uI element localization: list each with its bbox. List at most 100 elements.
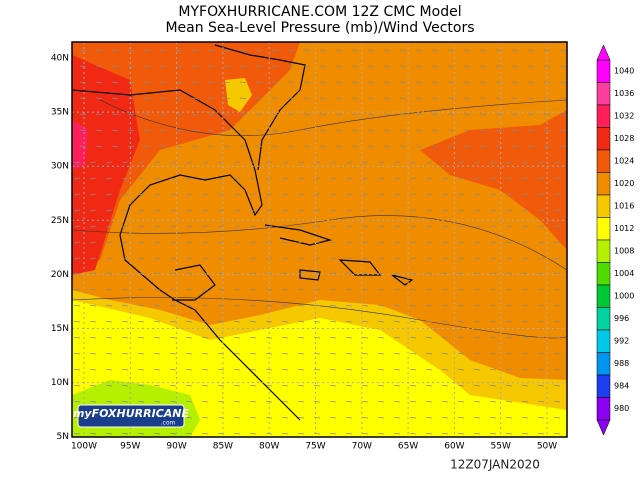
wind-vector	[431, 49, 438, 51]
wind-vector	[554, 272, 561, 275]
wind-vector	[90, 272, 97, 275]
wind-vector	[399, 97, 406, 99]
colorbar-segment	[596, 329, 611, 353]
wind-vector	[234, 193, 241, 196]
wind-vector	[202, 432, 209, 435]
wind-vector	[378, 352, 385, 355]
wind-vector	[346, 432, 353, 435]
wind-vector	[255, 129, 262, 131]
colorbar-label: 1028	[614, 134, 634, 143]
wind-vector	[415, 97, 422, 99]
wind-vector	[378, 193, 385, 196]
wind-vector	[474, 257, 481, 260]
wind-vector	[79, 129, 86, 131]
wind-vector	[138, 368, 145, 371]
wind-vector	[154, 400, 161, 403]
wind-vector	[474, 336, 481, 339]
wind-vector	[474, 209, 481, 212]
wind-vector	[330, 384, 337, 387]
wind-vector	[378, 400, 385, 403]
wind-vector	[346, 288, 353, 291]
wind-vector	[383, 81, 390, 83]
wind-vector	[266, 320, 273, 323]
lon-label: 90W	[166, 442, 186, 452]
wind-vector	[458, 161, 465, 164]
wind-vector	[266, 209, 273, 212]
wind-vector	[474, 368, 481, 371]
wind-vector	[143, 97, 150, 99]
wind-vector	[122, 177, 129, 180]
wind-vector	[490, 177, 497, 180]
colorbar-label: 1012	[614, 224, 634, 233]
wind-vector	[554, 400, 561, 403]
wind-vector	[106, 177, 113, 180]
wind-vector	[474, 161, 481, 164]
wind-vector	[122, 384, 129, 387]
wind-vector	[511, 97, 518, 99]
wind-vector	[554, 416, 561, 419]
wind-vector	[239, 49, 246, 51]
wind-vector	[335, 49, 342, 51]
wind-vector	[330, 352, 337, 355]
wind-vector	[170, 384, 177, 387]
wind-vector	[442, 336, 449, 339]
wind-vector	[106, 336, 113, 339]
wind-vector	[223, 129, 230, 131]
wind-vector	[122, 352, 129, 355]
wind-vector	[474, 288, 481, 291]
wind-vector	[154, 336, 161, 339]
wind-vector	[442, 161, 449, 164]
wind-vector	[186, 368, 193, 371]
wind-vector	[202, 272, 209, 275]
wind-vector	[298, 416, 305, 419]
wind-vector	[330, 400, 337, 403]
wind-vector	[490, 320, 497, 323]
wind-vector	[362, 272, 369, 275]
wind-vector	[458, 241, 465, 244]
wind-vector	[287, 97, 294, 99]
wind-vector	[223, 113, 230, 115]
wind-vector	[330, 368, 337, 371]
wind-vector	[138, 241, 145, 244]
wind-vector	[362, 161, 369, 164]
colorbar-segment	[596, 262, 611, 286]
wind-vector	[426, 320, 433, 323]
wind-vector	[554, 336, 561, 339]
wind-vector	[202, 177, 209, 180]
wind-vector	[479, 129, 486, 131]
wind-vector	[170, 320, 177, 323]
wind-vector	[298, 352, 305, 355]
wind-vector	[399, 145, 406, 147]
wind-vector	[314, 400, 321, 403]
wind-vector	[191, 145, 198, 147]
wind-vector	[447, 129, 454, 131]
wind-vector	[527, 145, 534, 147]
wind-vector	[319, 97, 326, 99]
wind-vector	[458, 209, 465, 212]
wind-vector	[138, 193, 145, 196]
wind-vector	[255, 65, 262, 67]
wind-vector	[106, 288, 113, 291]
wind-vector	[394, 304, 401, 307]
wind-vector	[522, 177, 529, 180]
wind-vector	[447, 97, 454, 99]
wind-vector	[458, 352, 465, 355]
wind-vector	[522, 209, 529, 212]
wind-vector	[186, 257, 193, 260]
wind-vector	[186, 193, 193, 196]
wind-vector	[506, 352, 513, 355]
wind-vector	[106, 432, 113, 435]
wind-vector	[458, 304, 465, 307]
wind-vector	[383, 65, 390, 67]
wind-vector	[490, 352, 497, 355]
wind-vector	[202, 368, 209, 371]
wind-vector	[122, 225, 129, 228]
wind-vector	[138, 304, 145, 307]
wind-vector	[303, 81, 310, 83]
wind-vector	[442, 320, 449, 323]
wind-vector	[250, 272, 257, 275]
wind-vector	[367, 129, 374, 131]
wind-vector	[202, 304, 209, 307]
wind-vector	[79, 49, 86, 51]
lon-label: 70W	[352, 442, 372, 452]
